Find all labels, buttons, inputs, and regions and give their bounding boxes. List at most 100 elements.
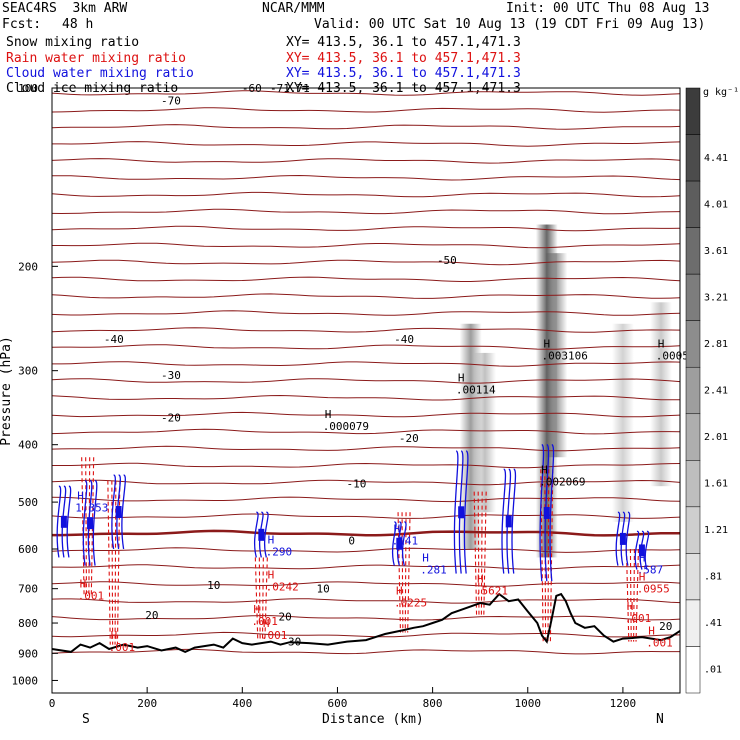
cloud-water-contour bbox=[458, 450, 464, 574]
maximum-value-label: .290 bbox=[266, 545, 293, 558]
maximum-value-label: .002069 bbox=[539, 475, 585, 488]
valid-time: Valid: 00 UTC Sat 10 Aug 13 (19 CDT Fri … bbox=[314, 17, 706, 32]
cloud-water-core bbox=[115, 506, 122, 519]
cloud-water-contour bbox=[253, 511, 259, 558]
colorbar-segment bbox=[685, 227, 701, 275]
rain-contour bbox=[88, 457, 91, 596]
maximum-value-label: .0955 bbox=[637, 583, 670, 596]
maximum-value-label: .001 bbox=[251, 615, 277, 628]
snow-mixing-shading bbox=[545, 253, 568, 458]
rain-contour bbox=[549, 469, 554, 642]
maximum-value-label: .0225 bbox=[394, 597, 427, 610]
maximum-value-label: .00114 bbox=[456, 383, 496, 396]
maximum-marker: H bbox=[627, 600, 634, 613]
maximum-marker: H bbox=[658, 337, 665, 350]
isotherm-line bbox=[51, 276, 681, 282]
maximum-value-label: .0242 bbox=[266, 581, 299, 594]
maximum-marker: H bbox=[253, 603, 260, 616]
isotherm-label: 10 bbox=[207, 579, 220, 592]
isotherm-line bbox=[51, 631, 681, 638]
rain-contour bbox=[111, 480, 114, 645]
cloud-water-core bbox=[619, 532, 626, 545]
rain-contour bbox=[85, 457, 88, 596]
rain-contour bbox=[116, 480, 121, 645]
rain-contour bbox=[397, 512, 402, 633]
rain-contour bbox=[90, 457, 95, 596]
cloud-water-contour bbox=[82, 479, 88, 566]
maximum-marker: H bbox=[458, 371, 465, 384]
terrain-surface-line bbox=[51, 592, 681, 653]
y-tick-label: 400 bbox=[18, 439, 38, 452]
colorbar-tick-label: 2.81 bbox=[704, 339, 728, 350]
maximum-value-label: .001 bbox=[625, 612, 652, 625]
rain-contour bbox=[633, 549, 635, 642]
y-tick-label: 200 bbox=[18, 260, 38, 273]
isotherm-line bbox=[52, 529, 680, 537]
field-label-snow: Snow mixing ratio bbox=[6, 35, 140, 50]
cloud-water-contour bbox=[396, 521, 402, 566]
field-label-rain: Rain water mixing ratio bbox=[6, 51, 187, 66]
rain-contour bbox=[114, 480, 117, 645]
isotherm-line bbox=[51, 327, 681, 333]
cloud-water-core bbox=[396, 537, 403, 550]
isotherm-line bbox=[51, 174, 681, 181]
cloud-water-core bbox=[258, 528, 265, 541]
cloud-water-contour bbox=[121, 474, 126, 550]
isotherm-label: -40 bbox=[394, 333, 414, 346]
rain-contour bbox=[635, 548, 639, 642]
isotherm-label: 30 bbox=[288, 636, 301, 649]
maximum-value-label: .141 bbox=[392, 534, 419, 547]
y-axis-label: Pressure (hPa) bbox=[0, 336, 14, 446]
isotherm-line bbox=[51, 428, 681, 435]
cloud-water-contour bbox=[620, 511, 626, 566]
x-tick-label: 800 bbox=[423, 697, 443, 710]
y-tick-label: 600 bbox=[18, 543, 38, 556]
cloud-water-contour bbox=[61, 485, 67, 558]
init-time: Init: 00 UTC Thu 08 Aug 13 bbox=[506, 1, 710, 16]
model-title: SEAC4RS 3km ARW bbox=[2, 1, 128, 16]
cloud-water-contour bbox=[87, 479, 93, 566]
x-tick-label: 600 bbox=[328, 697, 348, 710]
cloud-water-contour bbox=[501, 468, 507, 574]
maximum-marker: H bbox=[477, 572, 484, 585]
isotherm-label: 20 bbox=[659, 620, 672, 633]
isotherm-line bbox=[51, 158, 681, 164]
colorbar-segment bbox=[685, 134, 701, 182]
cloud-water-contour bbox=[463, 450, 469, 574]
cloud-water-contour bbox=[615, 511, 621, 566]
rain-contour bbox=[629, 549, 632, 642]
isotherm-label: -10 bbox=[347, 477, 367, 490]
maximum-value-label: .001 bbox=[109, 641, 136, 654]
rain-contour bbox=[404, 512, 407, 633]
colorbar-segment bbox=[685, 646, 701, 694]
cloud-water-contour bbox=[549, 444, 555, 582]
colorbar-segment bbox=[685, 599, 701, 647]
isotherm-line bbox=[51, 124, 681, 130]
cloud-water-contour bbox=[511, 468, 517, 574]
colorbar-segment bbox=[685, 180, 701, 228]
rain-contour bbox=[407, 512, 411, 633]
maximum-marker: H bbox=[544, 337, 551, 350]
maximum-marker: H bbox=[648, 625, 655, 638]
organization-label: NCAR/MMM bbox=[262, 1, 325, 16]
maximum-marker: H bbox=[422, 552, 429, 565]
maximum-marker: H bbox=[639, 571, 646, 584]
isotherm-line bbox=[51, 411, 681, 418]
maximum-value-label: .001 bbox=[646, 637, 673, 650]
cloud-water-contour bbox=[116, 474, 121, 550]
cloud-water-core bbox=[505, 515, 512, 528]
isotherm-line bbox=[51, 225, 681, 232]
cloud-water-contour bbox=[453, 450, 459, 574]
colorbar-segment bbox=[685, 460, 701, 508]
y-tick-label: 300 bbox=[18, 365, 38, 378]
rain-contour bbox=[547, 469, 550, 642]
cloud-water-core bbox=[458, 506, 465, 519]
colorbar-segment bbox=[685, 87, 701, 135]
rain-contour bbox=[81, 457, 85, 596]
rain-contour bbox=[401, 512, 404, 633]
isotherm-line bbox=[52, 361, 681, 367]
isotherm-label: 20 bbox=[145, 609, 158, 622]
x-tick-label: 400 bbox=[232, 697, 252, 710]
maximum-marker: H bbox=[80, 578, 87, 591]
isotherm-label: -50 bbox=[437, 254, 457, 267]
